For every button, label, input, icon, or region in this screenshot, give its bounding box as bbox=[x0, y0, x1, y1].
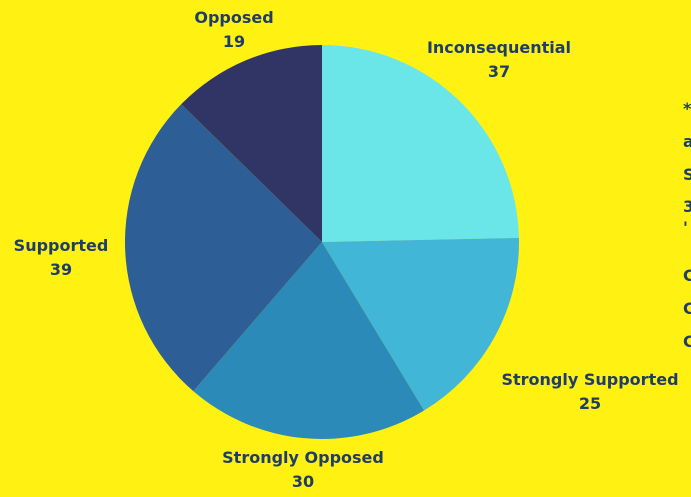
pie-slice bbox=[125, 104, 322, 392]
slice-label-name: Strongly Opposed bbox=[222, 448, 384, 467]
slice-label: Strongly Supported 25 bbox=[501, 368, 678, 416]
side-text-char: C bbox=[683, 332, 691, 351]
slice-label-value: 25 bbox=[578, 394, 602, 413]
slice-label: Strongly Opposed 30 bbox=[222, 446, 384, 494]
slice-label-name: Opposed bbox=[194, 8, 274, 27]
side-text-char: a bbox=[683, 132, 691, 151]
slice-label-name: Inconsequential bbox=[426, 38, 572, 57]
slice-label-value: 37 bbox=[487, 62, 511, 81]
slice-label: Supported 39 bbox=[14, 234, 109, 282]
pie-slice bbox=[322, 237, 520, 411]
side-text-char: C bbox=[683, 266, 691, 285]
slice-label: Inconsequential 37 bbox=[427, 36, 571, 84]
pie-slice bbox=[181, 45, 322, 242]
pie-slice bbox=[193, 242, 425, 440]
side-text-char: * bbox=[683, 99, 691, 118]
slice-label-value: 39 bbox=[49, 260, 73, 279]
slice-label-value: 30 bbox=[291, 472, 315, 491]
side-text-char: 3 bbox=[683, 197, 691, 216]
side-text-char: C bbox=[683, 299, 691, 318]
pie-slice bbox=[322, 45, 519, 242]
side-text-char: ' bbox=[683, 218, 688, 237]
slice-label-name: Strongly Supported bbox=[501, 370, 679, 389]
slice-label-name: Supported bbox=[13, 236, 109, 255]
slice-label-value: 19 bbox=[222, 32, 246, 51]
side-text-char: S bbox=[683, 165, 691, 184]
slice-label: Opposed 19 bbox=[194, 6, 273, 54]
